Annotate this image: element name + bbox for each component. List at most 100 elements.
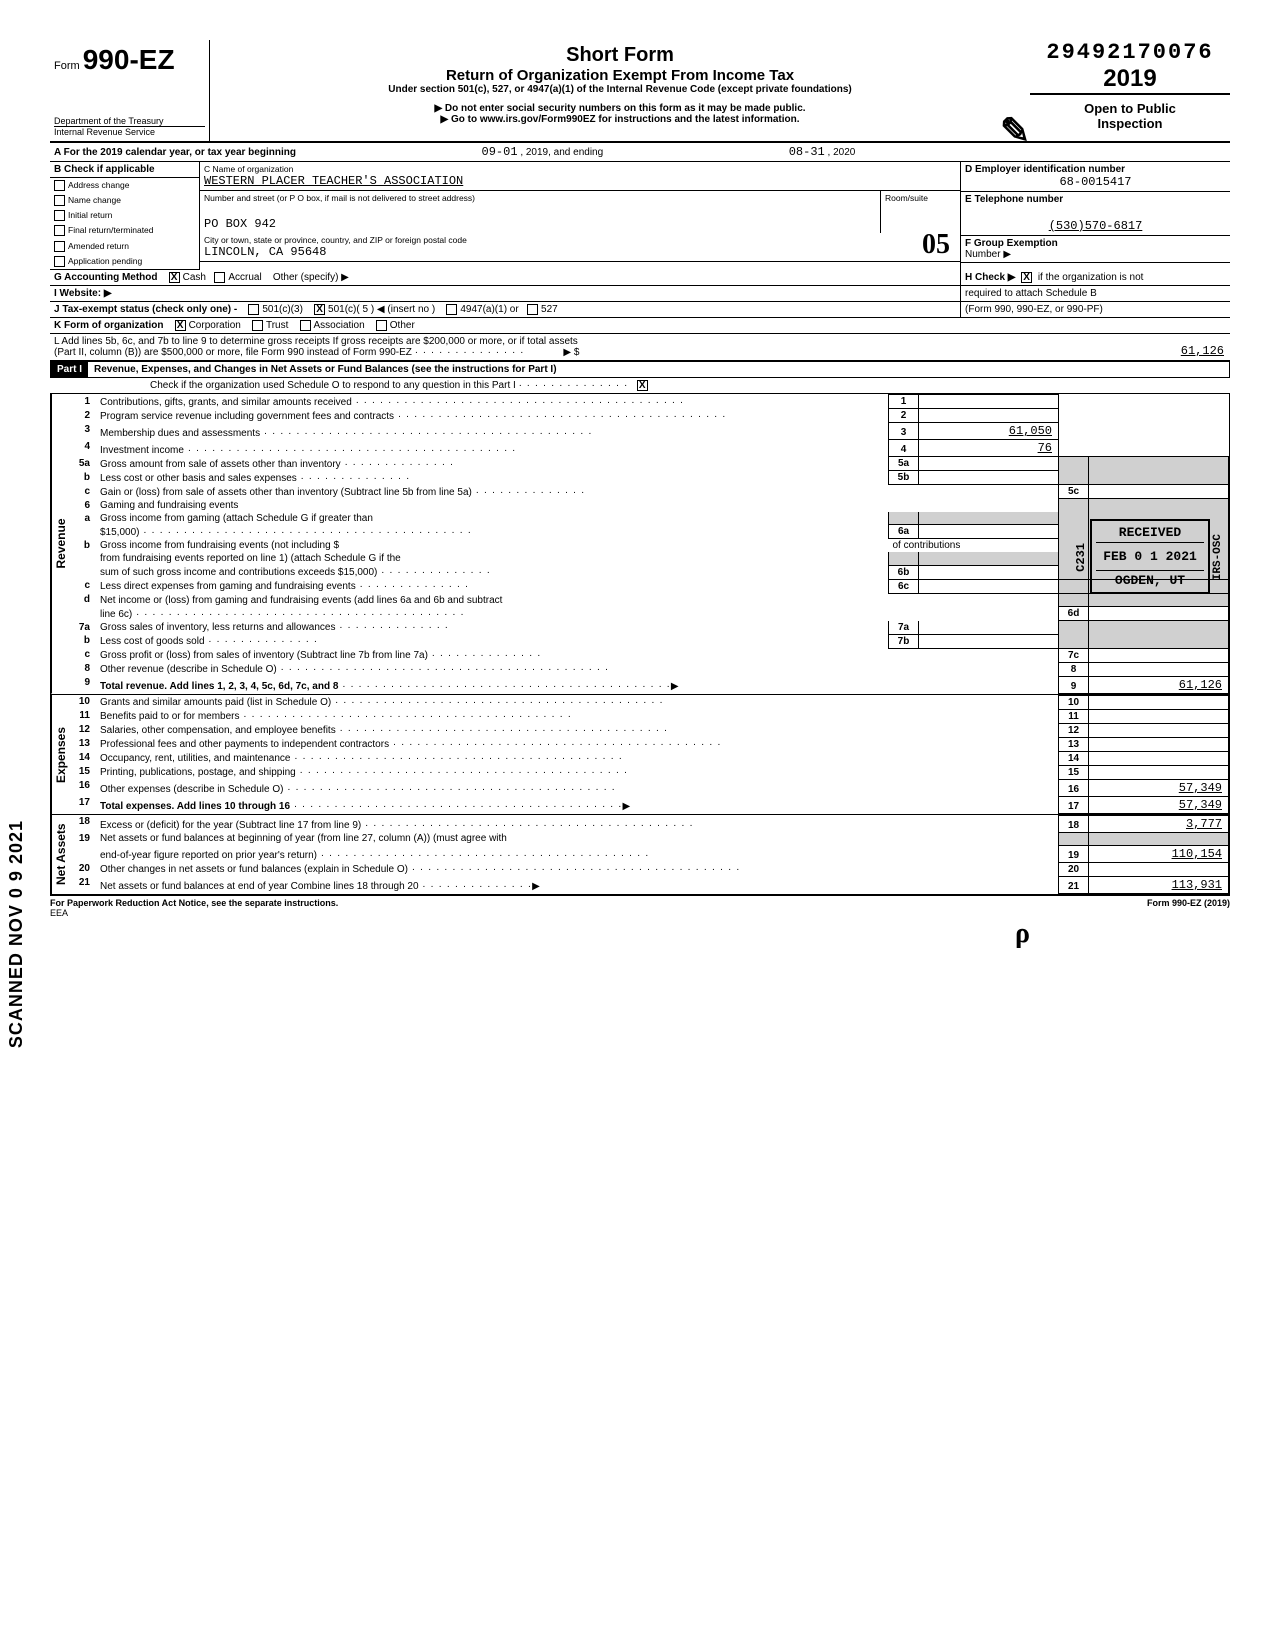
k-corp: Corporation: [189, 320, 241, 331]
form-990ez: 990-EZ: [83, 44, 175, 75]
line-a-mid: , 2019, and ending: [520, 147, 603, 158]
k-label: K Form of organization: [54, 320, 163, 331]
l16: Other expenses (describe in Schedule O): [100, 784, 283, 795]
l6b2: of contributions: [893, 540, 961, 551]
j-label: J Tax-exempt status (check only one) -: [54, 304, 237, 315]
cb-corp[interactable]: X: [175, 320, 186, 331]
l19a: Net assets or fund balances at beginning…: [96, 832, 1059, 845]
footer-eea: EEA: [50, 908, 68, 918]
cb-initial[interactable]: [54, 210, 65, 221]
cb-cash[interactable]: X: [169, 272, 180, 283]
l6b1: Gross income from fundraising events (no…: [100, 540, 339, 551]
cb-name[interactable]: [54, 195, 65, 206]
b-pending: Application pending: [68, 256, 142, 266]
l6c: Less direct expenses from gaming and fun…: [100, 581, 356, 592]
j-c3: 501(c)(3): [262, 304, 303, 315]
line-i: I Website: ▶ required to attach Schedule…: [50, 286, 1230, 302]
note-url: Go to www.irs.gov/Form990EZ for instruct…: [451, 114, 800, 125]
l10: Grants and similar amounts paid (list in…: [100, 697, 331, 708]
h-label: H Check ▶: [965, 272, 1015, 283]
irs: Internal Revenue Service: [54, 126, 205, 137]
cb-accrual[interactable]: [214, 272, 225, 283]
amt-18: 3,777: [1089, 815, 1229, 832]
l5c: Gain or (loss) from sale of assets other…: [100, 487, 472, 498]
g-cash: Cash: [183, 272, 206, 283]
l6d2: line 6c): [100, 609, 132, 620]
part1-label: Part I: [51, 362, 88, 377]
part1-header: Part I Revenue, Expenses, and Changes in…: [50, 361, 1230, 378]
cb-501c3[interactable]: [248, 304, 259, 315]
l7c: Gross profit or (loss) from sales of inv…: [100, 650, 428, 661]
l6d1: Net income or (loss) from gaming and fun…: [96, 593, 1059, 607]
cb-schedb[interactable]: X: [1021, 272, 1032, 283]
phone: (530)570-6817: [965, 219, 1226, 233]
revenue-section: Revenue 1Contributions, gifts, grants, a…: [50, 394, 1230, 695]
h-text2: required to attach Schedule B: [965, 288, 1097, 299]
expenses-table: 10Grants and similar amounts paid (list …: [70, 695, 1229, 814]
footer: For Paperwork Reduction Act Notice, see …: [50, 895, 1230, 918]
l14: Occupancy, rent, utilities, and maintena…: [100, 753, 290, 764]
irs-osc: IRS-OSC: [1212, 534, 1224, 580]
h-text1: if the organization is not: [1038, 272, 1144, 283]
line-l: L Add lines 5b, 6c, and 7b to line 9 to …: [50, 334, 1230, 361]
cb-amended[interactable]: [54, 241, 65, 252]
tax-end: 08-31: [789, 145, 825, 159]
i-label: I Website: ▶: [54, 288, 112, 299]
cb-pending[interactable]: [54, 256, 65, 267]
form-number: Form 990-EZ: [54, 44, 205, 76]
j-527: 527: [541, 304, 558, 315]
dln: 29492170076: [1030, 40, 1230, 65]
dept-treasury: Department of the Treasury: [54, 116, 205, 126]
amt-4: 76: [919, 440, 1059, 457]
g-other: Other (specify) ▶: [273, 272, 349, 283]
org-name: WESTERN PLACER TEACHER'S ASSOCIATION: [204, 174, 956, 188]
l1: Contributions, gifts, grants, and simila…: [100, 397, 352, 408]
cb-address[interactable]: [54, 180, 65, 191]
cb-k-other[interactable]: [376, 320, 387, 331]
scanned-stamp: SCANNED NOV 0 9 2021: [6, 820, 27, 1048]
po-box: PO BOX 942: [204, 217, 876, 231]
title-short: Short Form: [218, 44, 1022, 67]
cb-501c[interactable]: X: [314, 304, 325, 315]
l7a: Gross sales of inventory, less returns a…: [100, 622, 335, 633]
l6b4: sum of such gross income and contributio…: [100, 567, 377, 578]
k-assoc: Association: [314, 320, 365, 331]
cb-schedo[interactable]: X: [637, 380, 648, 391]
hand-05: 05: [922, 229, 950, 261]
cb-4947[interactable]: [446, 304, 457, 315]
cb-527[interactable]: [527, 304, 538, 315]
netassets-section: Net Assets 18Excess or (deficit) for the…: [50, 815, 1230, 895]
c-label: C Name of organization: [204, 164, 956, 174]
entity-block: B Check if applicable Address change Nam…: [50, 162, 1230, 270]
l4: Investment income: [100, 445, 184, 456]
b-addr: Address change: [68, 180, 129, 190]
b-final: Final return/terminated: [68, 226, 154, 236]
l5a: Gross amount from sale of assets other t…: [100, 459, 341, 470]
l-text1: L Add lines 5b, 6c, and 7b to line 9 to …: [54, 336, 1086, 347]
ein: 68-0015417: [965, 175, 1226, 189]
l21: Net assets or fund balances at end of ye…: [100, 881, 419, 892]
city: LINCOLN, CA 95648: [204, 245, 956, 259]
netassets-table: 18Excess or (deficit) for the year (Subt…: [70, 815, 1229, 894]
cb-final[interactable]: [54, 225, 65, 236]
tax-year: 2019: [1030, 65, 1230, 94]
line-a: A For the 2019 calendar year, or tax yea…: [50, 143, 1230, 162]
l20: Other changes in net assets or fund bala…: [100, 864, 408, 875]
cb-assoc[interactable]: [300, 320, 311, 331]
title-main: Return of Organization Exempt From Incom…: [218, 67, 1022, 84]
l-arrow: ▶ $: [563, 347, 579, 358]
amt-16: 57,349: [1089, 779, 1229, 796]
part1-check: Check if the organization used Schedule …: [150, 380, 516, 391]
j-c: 501(c)( 5 ) ◀ (insert no ): [328, 304, 435, 315]
expenses-section: Expenses 10Grants and similar amounts pa…: [50, 695, 1230, 815]
e-label: E Telephone number: [965, 194, 1063, 205]
part1-title: Revenue, Expenses, and Changes in Net As…: [88, 364, 557, 375]
b-amended: Amended return: [68, 241, 129, 251]
cb-trust[interactable]: [252, 320, 263, 331]
form-header: Form 990-EZ Department of the Treasury I…: [50, 40, 1230, 143]
f-number: Number ▶: [965, 249, 1011, 260]
l6b3: from fundraising events reported on line…: [96, 552, 889, 565]
l19b: end-of-year figure reported on prior yea…: [100, 850, 317, 861]
l12: Salaries, other compensation, and employ…: [100, 725, 336, 736]
k-trust: Trust: [266, 320, 288, 331]
